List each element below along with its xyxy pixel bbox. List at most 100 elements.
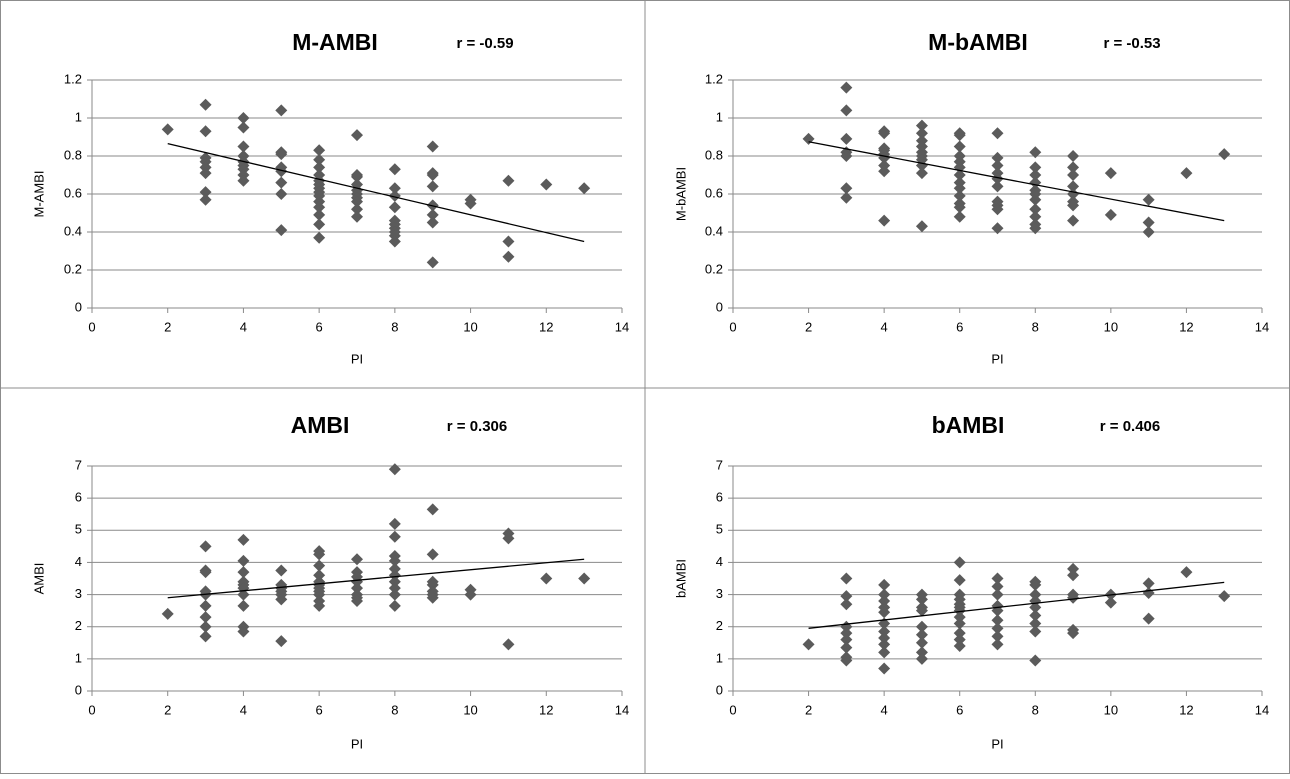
point bbox=[840, 633, 853, 646]
point bbox=[275, 104, 288, 117]
point bbox=[388, 569, 401, 582]
x-tick-label: 4 bbox=[881, 702, 888, 717]
y-tick-label: 0.8 bbox=[705, 147, 723, 162]
point bbox=[388, 163, 401, 176]
point bbox=[953, 611, 966, 624]
x-tick-label: 14 bbox=[1255, 702, 1269, 717]
point bbox=[1029, 210, 1042, 223]
x-tick-label: 4 bbox=[881, 319, 888, 334]
point bbox=[1029, 146, 1042, 159]
point bbox=[388, 463, 401, 476]
point bbox=[275, 593, 288, 606]
point bbox=[502, 638, 515, 651]
point bbox=[878, 606, 891, 619]
point bbox=[1029, 625, 1042, 638]
x-tick-label: 2 bbox=[805, 319, 812, 334]
point bbox=[540, 572, 553, 585]
point bbox=[840, 104, 853, 117]
y-axis-label: bAMBI bbox=[673, 559, 688, 598]
point bbox=[915, 220, 928, 233]
x-axis-label: PI bbox=[351, 351, 363, 366]
point bbox=[915, 652, 928, 665]
y-tick-label: 3 bbox=[716, 586, 723, 601]
point bbox=[1029, 617, 1042, 630]
point bbox=[351, 582, 363, 595]
point bbox=[237, 112, 250, 124]
point bbox=[1029, 588, 1042, 601]
point bbox=[426, 208, 439, 221]
point bbox=[161, 607, 174, 620]
point bbox=[199, 599, 212, 612]
point bbox=[1029, 609, 1042, 622]
point bbox=[426, 578, 439, 591]
point bbox=[1180, 566, 1193, 579]
point bbox=[275, 165, 288, 178]
point bbox=[1067, 150, 1080, 162]
point bbox=[878, 646, 891, 659]
point bbox=[840, 627, 853, 640]
point bbox=[351, 210, 363, 223]
y-tick-label: 0.8 bbox=[64, 147, 82, 162]
point bbox=[426, 503, 439, 516]
point bbox=[1067, 161, 1080, 174]
point bbox=[388, 517, 401, 530]
point bbox=[502, 235, 515, 248]
x-tick-label: 10 bbox=[463, 319, 477, 334]
point bbox=[388, 189, 401, 202]
point bbox=[351, 595, 363, 607]
point bbox=[426, 216, 439, 229]
x-tick-label: 8 bbox=[1032, 319, 1039, 334]
point bbox=[802, 638, 815, 651]
point bbox=[991, 180, 1004, 193]
point bbox=[878, 662, 891, 675]
point bbox=[1067, 591, 1080, 604]
x-tick-label: 4 bbox=[240, 319, 247, 334]
point bbox=[313, 569, 326, 582]
point bbox=[1067, 627, 1080, 640]
x-tick-label: 14 bbox=[615, 319, 629, 334]
chart-title: bAMBI bbox=[932, 412, 1005, 438]
point bbox=[1067, 169, 1080, 181]
x-tick-label: 12 bbox=[1179, 319, 1193, 334]
point bbox=[426, 180, 439, 193]
point bbox=[199, 611, 212, 624]
x-tick-label: 6 bbox=[316, 319, 323, 334]
point bbox=[578, 572, 591, 585]
point bbox=[199, 566, 212, 579]
y-tick-label: 0.6 bbox=[705, 185, 723, 200]
x-tick-label: 10 bbox=[463, 702, 477, 717]
x-tick-label: 10 bbox=[1104, 702, 1118, 717]
point bbox=[1104, 596, 1117, 609]
x-tick-label: 6 bbox=[956, 702, 963, 717]
point bbox=[915, 646, 928, 659]
x-tick-label: 2 bbox=[805, 702, 812, 717]
point bbox=[388, 182, 401, 195]
point bbox=[878, 165, 891, 178]
point bbox=[237, 121, 250, 134]
point bbox=[388, 575, 401, 588]
point bbox=[840, 654, 853, 667]
y-tick-label: 7 bbox=[75, 457, 82, 472]
point bbox=[840, 132, 853, 145]
point bbox=[878, 214, 891, 227]
y-tick-label: 2 bbox=[75, 618, 82, 633]
y-tick-label: 0 bbox=[75, 299, 82, 314]
point bbox=[1067, 214, 1080, 227]
point bbox=[991, 222, 1004, 235]
y-tick-label: 0 bbox=[716, 682, 723, 697]
point bbox=[1180, 167, 1193, 180]
point bbox=[351, 195, 363, 208]
point bbox=[1104, 167, 1117, 180]
x-tick-label: 8 bbox=[391, 702, 398, 717]
point bbox=[1029, 222, 1042, 235]
point bbox=[953, 604, 966, 617]
y-tick-label: 4 bbox=[716, 554, 723, 569]
point bbox=[991, 588, 1004, 601]
point bbox=[991, 622, 1004, 635]
point bbox=[991, 159, 1004, 172]
y-tick-label: 1 bbox=[716, 650, 723, 665]
point bbox=[237, 533, 250, 546]
point bbox=[840, 572, 853, 585]
point bbox=[953, 201, 966, 214]
